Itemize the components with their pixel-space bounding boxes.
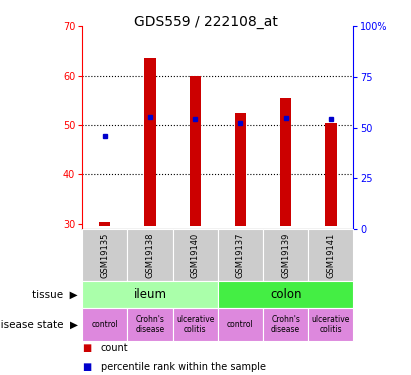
Bar [144, 58, 156, 226]
Bar [127, 308, 173, 341]
Bar [325, 123, 337, 226]
Bar [99, 222, 111, 226]
Text: ■: ■ [82, 362, 92, 372]
Bar [82, 308, 127, 341]
Bar [173, 229, 218, 281]
Text: percentile rank within the sample: percentile rank within the sample [101, 362, 266, 372]
Bar [308, 229, 353, 281]
Text: GDS559 / 222108_at: GDS559 / 222108_at [134, 15, 277, 29]
Bar [263, 229, 308, 281]
Text: control: control [227, 320, 254, 329]
Bar [173, 308, 218, 341]
Text: disease state  ▶: disease state ▶ [0, 320, 78, 329]
Bar [218, 308, 263, 341]
Text: ■: ■ [82, 343, 92, 353]
Text: GSM19140: GSM19140 [191, 232, 200, 278]
Text: Crohn's
disease: Crohn's disease [271, 315, 300, 334]
Bar [82, 229, 127, 281]
Bar [82, 281, 218, 308]
Text: tissue  ▶: tissue ▶ [32, 290, 78, 299]
Text: count: count [101, 343, 128, 353]
Text: control: control [91, 320, 118, 329]
Bar [235, 112, 246, 226]
Bar [308, 308, 353, 341]
Text: GSM19139: GSM19139 [281, 232, 290, 278]
Text: GSM19137: GSM19137 [236, 232, 245, 278]
Bar [189, 76, 201, 226]
Text: Crohn's
disease: Crohn's disease [136, 315, 164, 334]
Bar [218, 281, 353, 308]
Bar [280, 98, 291, 226]
Bar [127, 229, 173, 281]
Text: ulcerative
colitis: ulcerative colitis [312, 315, 350, 334]
Text: ulcerative
colitis: ulcerative colitis [176, 315, 215, 334]
Text: ileum: ileum [134, 288, 166, 301]
Bar [218, 229, 263, 281]
Bar [263, 308, 308, 341]
Text: GSM19141: GSM19141 [326, 232, 335, 278]
Text: GSM19138: GSM19138 [145, 232, 155, 278]
Text: GSM19135: GSM19135 [100, 232, 109, 278]
Text: colon: colon [270, 288, 301, 301]
